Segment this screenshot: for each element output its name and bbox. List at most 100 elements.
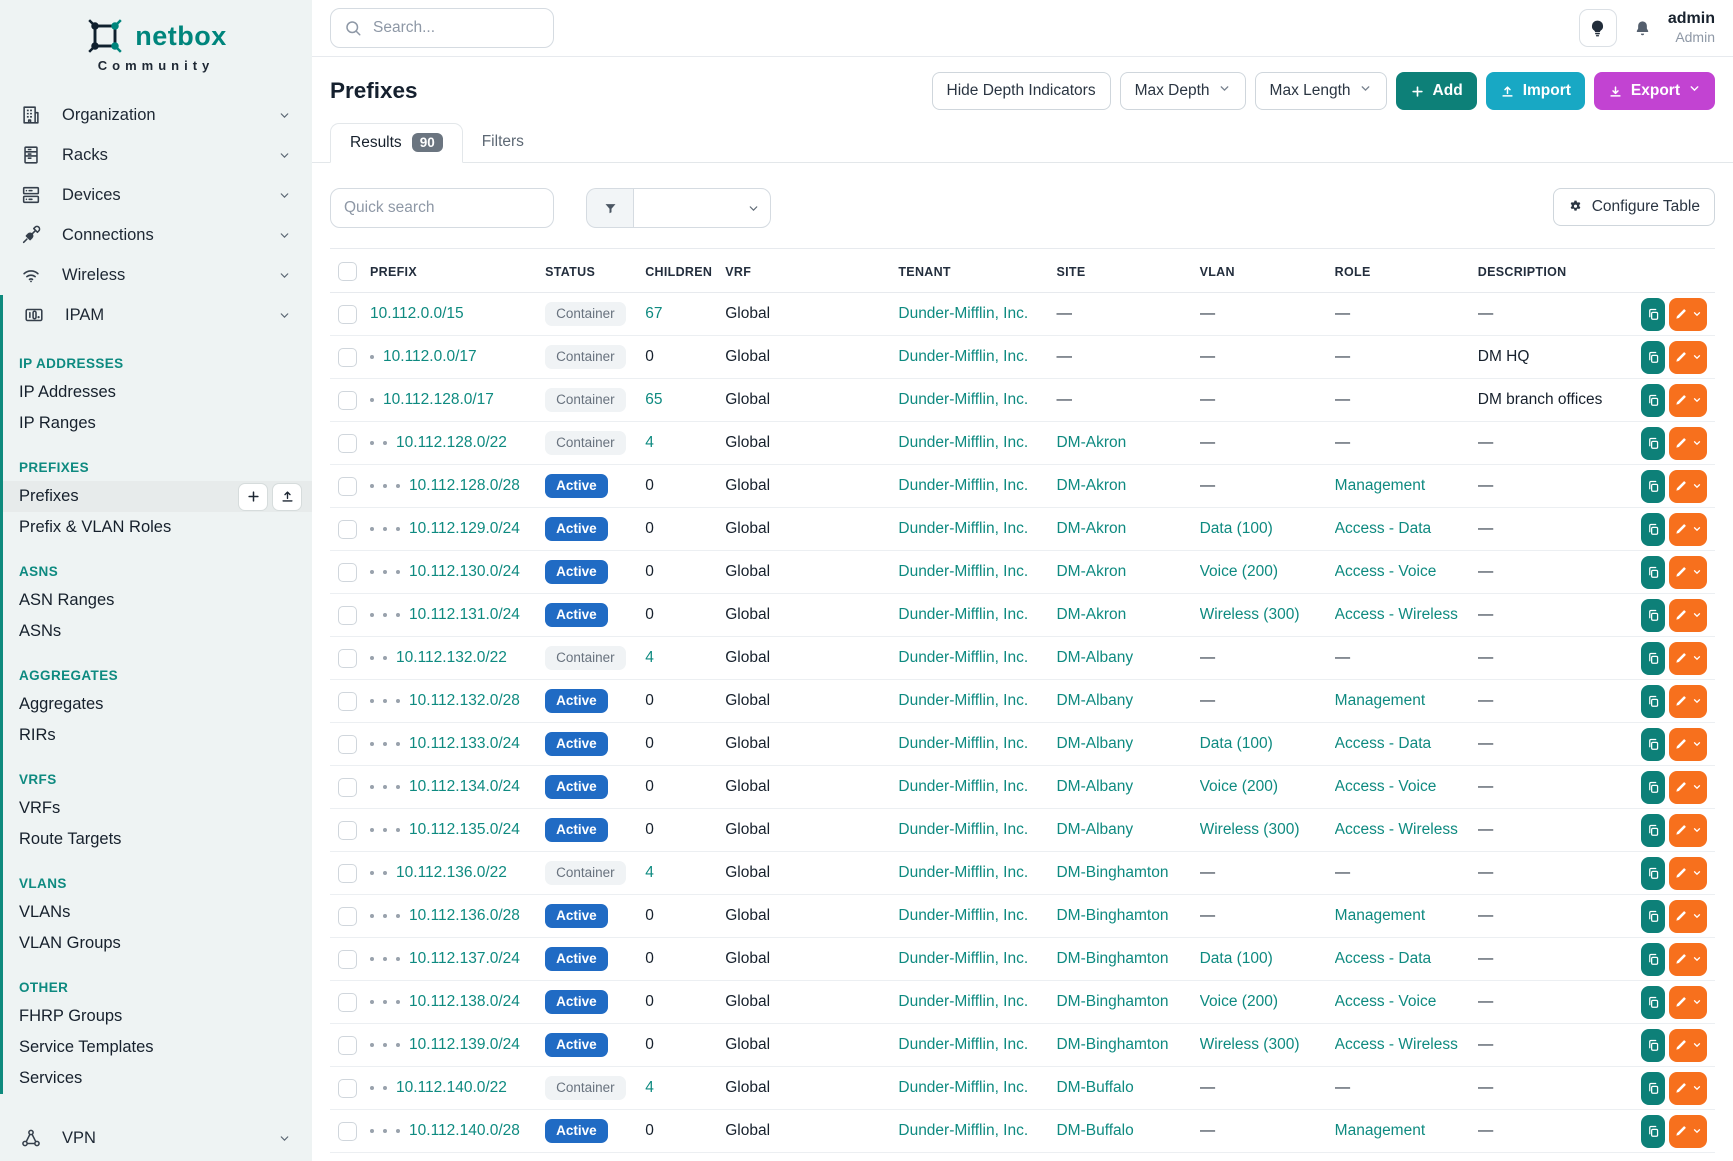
- prefix-link[interactable]: 10.112.128.0/17: [383, 391, 494, 408]
- edit-button[interactable]: [1669, 383, 1707, 417]
- row-checkbox[interactable]: [338, 648, 357, 668]
- prefix-link[interactable]: 10.112.132.0/22: [396, 649, 507, 666]
- role-link[interactable]: Management: [1334, 692, 1426, 709]
- site-link[interactable]: DM-Binghamton: [1056, 950, 1169, 967]
- role-link[interactable]: Management: [1334, 1122, 1426, 1139]
- column-header-description[interactable]: DESCRIPTION: [1477, 248, 1641, 293]
- edit-button[interactable]: [1669, 297, 1707, 331]
- clone-button[interactable]: [1640, 297, 1666, 331]
- prefix-link[interactable]: 10.112.138.0/24: [409, 993, 520, 1010]
- sidebar-link-services[interactable]: Services: [3, 1063, 312, 1094]
- row-checkbox[interactable]: [338, 605, 357, 625]
- children-count-link[interactable]: 65: [645, 391, 663, 408]
- site-link[interactable]: DM-Buffalo: [1056, 1079, 1134, 1096]
- edit-button[interactable]: [1669, 469, 1707, 503]
- clone-button[interactable]: [1640, 512, 1666, 546]
- row-checkbox[interactable]: [338, 433, 357, 453]
- clone-button[interactable]: [1640, 598, 1666, 632]
- role-link[interactable]: Access - Wireless: [1334, 821, 1458, 838]
- tenant-link[interactable]: Dunder-Mifflin, Inc.: [898, 1036, 1029, 1053]
- sidebar-link-vlans[interactable]: VLANs: [3, 897, 312, 928]
- sidebar-item-wireless[interactable]: Wireless: [0, 255, 312, 295]
- row-checkbox[interactable]: [338, 1035, 357, 1055]
- role-link[interactable]: Management: [1334, 477, 1426, 494]
- tenant-link[interactable]: Dunder-Mifflin, Inc.: [898, 434, 1029, 451]
- tenant-link[interactable]: Dunder-Mifflin, Inc.: [898, 1079, 1029, 1096]
- prefix-link[interactable]: 10.112.0.0/17: [383, 348, 477, 365]
- row-checkbox[interactable]: [338, 949, 357, 969]
- role-link[interactable]: Access - Voice: [1334, 778, 1437, 795]
- vlan-link[interactable]: Data (100): [1199, 520, 1273, 537]
- sidebar-link-prefixes[interactable]: Prefixes: [3, 481, 312, 512]
- saved-filter-select[interactable]: [633, 188, 771, 228]
- column-header-vlan[interactable]: VLAN: [1199, 248, 1335, 293]
- vlan-link[interactable]: Wireless (300): [1199, 821, 1300, 838]
- sidebar-link-service-templates[interactable]: Service Templates: [3, 1032, 312, 1063]
- add-prefix-button[interactable]: [238, 482, 268, 511]
- sidebar-link-vlan-groups[interactable]: VLAN Groups: [3, 928, 312, 959]
- clone-button[interactable]: [1640, 985, 1666, 1019]
- row-checkbox[interactable]: [338, 1078, 357, 1098]
- brand[interactable]: netbox Community: [0, 16, 312, 73]
- row-checkbox[interactable]: [338, 906, 357, 926]
- vlan-link[interactable]: Wireless (300): [1199, 1036, 1300, 1053]
- children-count-link[interactable]: 4: [645, 649, 654, 666]
- row-checkbox[interactable]: [338, 777, 357, 797]
- site-link[interactable]: DM-Akron: [1056, 434, 1127, 451]
- sidebar-link-fhrp-groups[interactable]: FHRP Groups: [3, 1001, 312, 1032]
- site-link[interactable]: DM-Binghamton: [1056, 1036, 1169, 1053]
- max-depth-dropdown[interactable]: Max Depth: [1119, 72, 1246, 110]
- tenant-link[interactable]: Dunder-Mifflin, Inc.: [898, 864, 1029, 881]
- prefix-link[interactable]: 10.112.140.0/28: [409, 1122, 520, 1139]
- edit-button[interactable]: [1669, 727, 1707, 761]
- role-link[interactable]: Management: [1334, 907, 1426, 924]
- clone-button[interactable]: [1640, 426, 1666, 460]
- prefix-link[interactable]: 10.112.132.0/28: [409, 692, 520, 709]
- clone-button[interactable]: [1640, 340, 1666, 374]
- vlan-link[interactable]: Data (100): [1199, 950, 1273, 967]
- notifications-button[interactable]: [1633, 19, 1652, 38]
- edit-button[interactable]: [1669, 899, 1707, 933]
- prefix-link[interactable]: 10.112.137.0/24: [409, 950, 520, 967]
- edit-button[interactable]: [1669, 1071, 1707, 1105]
- prefix-link[interactable]: 10.112.133.0/24: [409, 735, 520, 752]
- site-link[interactable]: DM-Akron: [1056, 477, 1127, 494]
- row-checkbox[interactable]: [338, 347, 357, 367]
- prefix-link[interactable]: 10.112.134.0/24: [409, 778, 520, 795]
- vlan-link[interactable]: Voice (200): [1199, 563, 1278, 580]
- tenant-link[interactable]: Dunder-Mifflin, Inc.: [898, 993, 1029, 1010]
- sidebar-link-prefix-vlan-roles[interactable]: Prefix & VLAN Roles: [3, 512, 312, 543]
- children-count-link[interactable]: 4: [645, 434, 654, 451]
- edit-button[interactable]: [1669, 813, 1707, 847]
- hide-depth-indicators-button[interactable]: Hide Depth Indicators: [931, 72, 1111, 110]
- user-menu[interactable]: admin Admin: [1668, 9, 1715, 47]
- clone-button[interactable]: [1640, 383, 1666, 417]
- export-dropdown[interactable]: Export: [1593, 72, 1715, 110]
- tenant-link[interactable]: Dunder-Mifflin, Inc.: [898, 563, 1029, 580]
- sidebar-link-route-targets[interactable]: Route Targets: [3, 824, 312, 855]
- sidebar-item-vpn[interactable]: VPN: [0, 1118, 312, 1158]
- row-checkbox[interactable]: [338, 992, 357, 1012]
- row-checkbox[interactable]: [338, 691, 357, 711]
- role-link[interactable]: Access - Data: [1334, 735, 1432, 752]
- site-link[interactable]: DM-Binghamton: [1056, 907, 1169, 924]
- prefix-link[interactable]: 10.112.135.0/24: [409, 821, 520, 838]
- tenant-link[interactable]: Dunder-Mifflin, Inc.: [898, 692, 1029, 709]
- quick-search-input[interactable]: Quick search: [330, 188, 554, 228]
- role-link[interactable]: Access - Voice: [1334, 563, 1437, 580]
- sidebar-item-connections[interactable]: Connections: [0, 215, 312, 255]
- tenant-link[interactable]: Dunder-Mifflin, Inc.: [898, 821, 1029, 838]
- column-header-role[interactable]: ROLE: [1334, 248, 1478, 293]
- column-header-site[interactable]: SITE: [1056, 248, 1200, 293]
- sidebar-link-asn-ranges[interactable]: ASN Ranges: [3, 585, 312, 616]
- role-link[interactable]: Access - Data: [1334, 950, 1432, 967]
- edit-button[interactable]: [1669, 340, 1707, 374]
- role-link[interactable]: Access - Voice: [1334, 993, 1437, 1010]
- edit-button[interactable]: [1669, 985, 1707, 1019]
- vlan-link[interactable]: Voice (200): [1199, 993, 1278, 1010]
- children-count-link[interactable]: 4: [645, 864, 654, 881]
- row-checkbox[interactable]: [338, 476, 357, 496]
- clone-button[interactable]: [1640, 1114, 1666, 1148]
- edit-button[interactable]: [1669, 684, 1707, 718]
- role-link[interactable]: Access - Wireless: [1334, 1036, 1458, 1053]
